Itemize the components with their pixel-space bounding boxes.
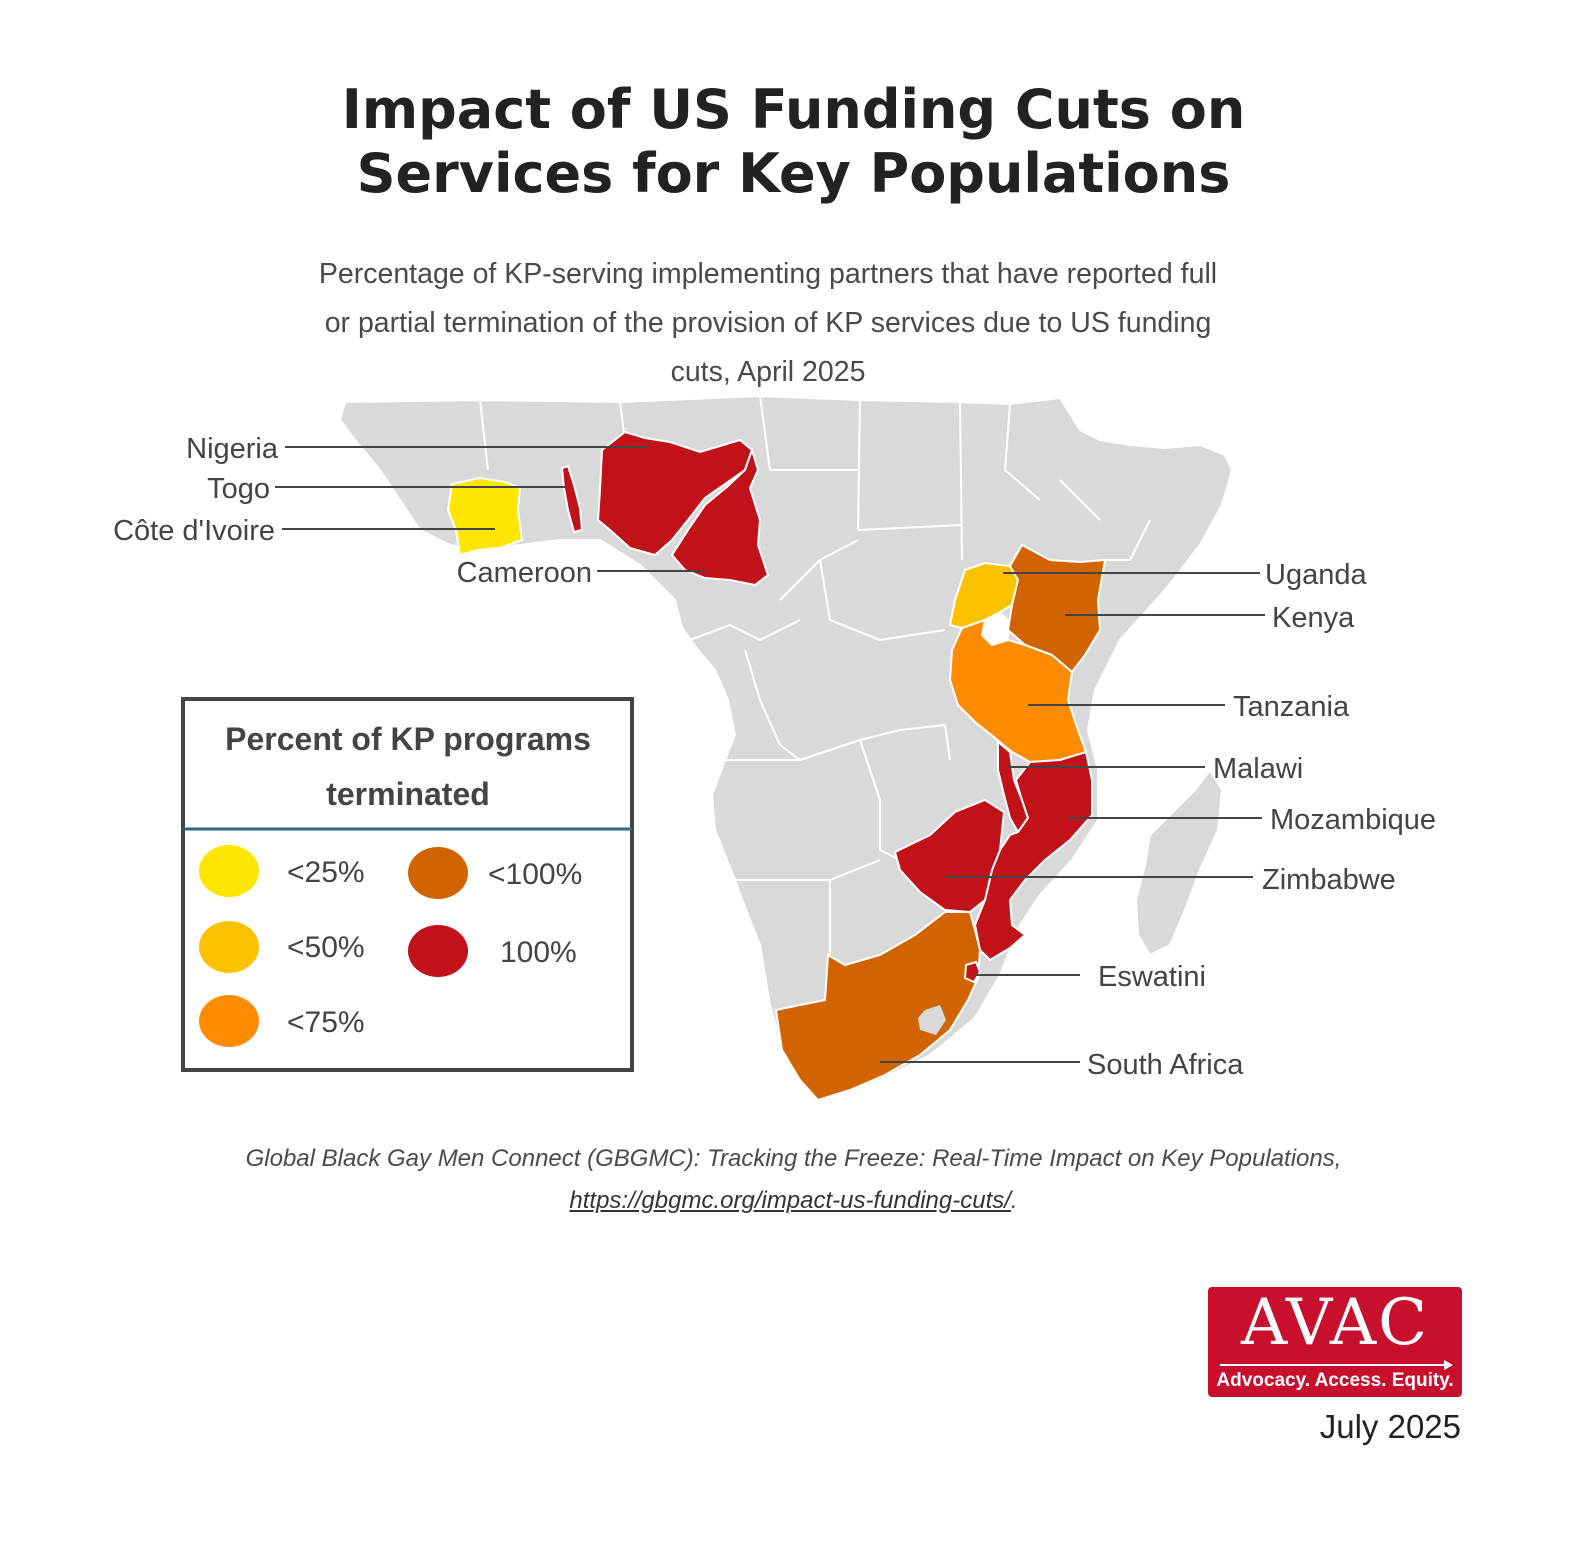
legend-label-lt100: <100%	[488, 858, 582, 891]
region-nigeria	[596, 430, 754, 557]
label-eswatini: Eswatini	[1098, 961, 1206, 993]
label-togo: Togo	[207, 473, 270, 505]
region-south-africa	[774, 911, 982, 1102]
logo-wordmark: AVAC	[1240, 1286, 1430, 1360]
label-mozambique: Mozambique	[1270, 804, 1436, 836]
country-labels: Nigeria Togo Côte d'Ivoire Cameroon Ugan…	[113, 433, 1436, 1081]
source-link[interactable]: https://gbgmc.org/impact-us-funding-cuts…	[569, 1187, 1011, 1214]
avac-logo: AVAC Advocacy. Access. Equity.	[1208, 1287, 1462, 1397]
label-cameroon: Cameroon	[457, 557, 592, 589]
subtitle-line-1: Percentage of KP-serving implementing pa…	[318, 258, 1218, 290]
label-cote-divoire: Côte d'Ivoire	[113, 515, 275, 547]
label-malawi: Malawi	[1213, 753, 1303, 785]
legend-title-line-1: Percent of KP programs	[225, 721, 591, 757]
region-kenya	[1006, 543, 1107, 674]
subtitle-line-2: or partial termination of the provision …	[324, 307, 1212, 339]
region-togo	[560, 464, 584, 534]
legend-swatch-100	[408, 925, 468, 977]
subtitle-line-3: cuts, April 2025	[670, 356, 866, 388]
legend-frame	[181, 697, 634, 1072]
legend-swatch-lt50	[199, 921, 259, 973]
logo-tagline: Advocacy. Access. Equity.	[1216, 1370, 1454, 1391]
source-link-row: https://gbgmc.org/impact-us-funding-cuts…	[0, 1180, 1587, 1222]
region-mozambique	[973, 750, 1093, 962]
legend-label-lt75: <75%	[287, 1006, 365, 1039]
label-kenya: Kenya	[1272, 602, 1355, 634]
country-borders	[479, 395, 1151, 1001]
source-suffix: .	[1010, 1187, 1018, 1214]
legend-label-lt25: <25%	[287, 856, 365, 889]
legend-swatch-lt75	[199, 995, 259, 1047]
title-line-2: Services for Key Populations	[356, 142, 1231, 205]
title-line-1: Impact of US Funding Cuts on	[341, 78, 1246, 141]
legend-label-lt50: <50%	[287, 931, 365, 964]
label-nigeria: Nigeria	[186, 433, 279, 465]
map-subtitle: Percentage of KP-serving implementing pa…	[243, 250, 1293, 397]
page-title: Impact of US Funding Cuts on Services fo…	[0, 78, 1587, 206]
lesotho	[918, 1005, 946, 1035]
leader-lines	[275, 446, 1265, 1063]
region-cote-divoire	[446, 476, 524, 557]
logo-rule	[1220, 1364, 1446, 1366]
publication-date: July 2025	[1319, 1408, 1461, 1445]
label-tanzania: Tanzania	[1233, 691, 1350, 723]
region-eswatini	[963, 960, 982, 984]
legend-label-100: 100%	[500, 936, 577, 969]
label-south-africa: South Africa	[1087, 1049, 1244, 1081]
label-uganda: Uganda	[1265, 559, 1367, 591]
map-legend: Percent of KP programs terminated <25% <…	[181, 697, 634, 1072]
legend-swatch-lt100	[408, 847, 468, 899]
source-text: Global Black Gay Men Connect (GBGMC): Tr…	[245, 1145, 1342, 1172]
madagascar	[1134, 768, 1224, 957]
lake-victoria	[982, 612, 1012, 645]
region-uganda	[948, 561, 1020, 630]
legend-swatch-lt25	[199, 845, 259, 897]
legend-title-line-2: terminated	[326, 776, 490, 812]
region-tanzania	[948, 618, 1088, 764]
label-zimbabwe: Zimbabwe	[1262, 864, 1396, 896]
logo-arrow-icon	[1444, 1360, 1453, 1370]
region-zimbabwe	[893, 798, 1006, 914]
region-cameroon	[670, 446, 770, 587]
source-citation: Global Black Gay Men Connect (GBGMC): Tr…	[0, 1138, 1587, 1222]
